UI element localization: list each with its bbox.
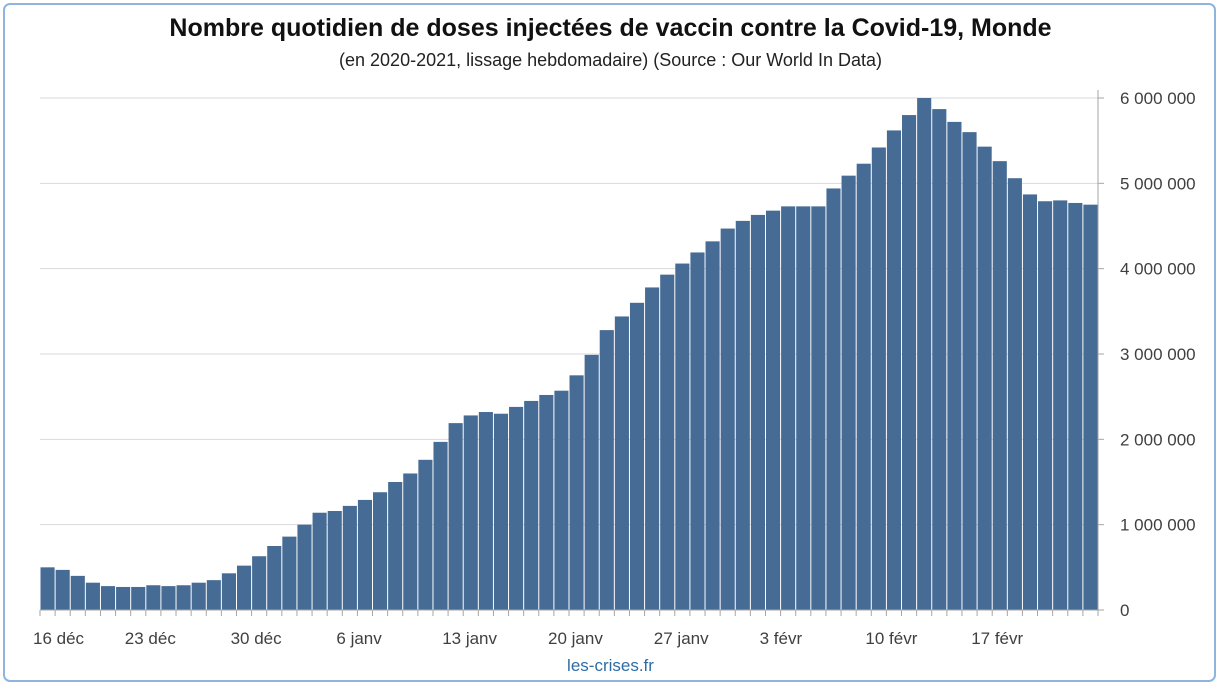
bar	[146, 585, 161, 610]
bar	[584, 354, 599, 610]
bar	[236, 565, 252, 610]
bar	[554, 390, 569, 610]
bar	[403, 473, 418, 610]
bar	[826, 188, 841, 610]
x-tick-label: 30 déc	[231, 629, 283, 648]
x-tick-label: 17 févr	[971, 629, 1023, 648]
x-tick-label: 6 janv	[336, 629, 382, 648]
bar	[509, 406, 524, 610]
y-tick-label: 1 000 000	[1120, 516, 1196, 535]
bar	[614, 316, 629, 610]
bar	[947, 121, 962, 610]
bar	[463, 415, 478, 610]
bar	[1007, 178, 1022, 611]
bar	[705, 241, 720, 611]
bar	[992, 161, 1007, 610]
bar	[932, 109, 947, 611]
bar	[161, 586, 176, 610]
bar	[750, 214, 765, 610]
bar	[977, 146, 992, 610]
bar	[373, 492, 388, 610]
bar	[720, 228, 735, 610]
bar	[388, 482, 403, 610]
bar	[342, 505, 357, 610]
bar	[1083, 204, 1098, 610]
bar	[357, 499, 373, 610]
x-tick-label: 20 janv	[548, 629, 603, 648]
y-tick-label: 6 000 000	[1120, 89, 1196, 108]
bar	[100, 586, 116, 610]
bar	[191, 582, 206, 610]
bar	[917, 98, 932, 610]
x-tick-label: 10 févr	[865, 629, 917, 648]
bar	[871, 147, 886, 610]
bar	[1053, 200, 1068, 610]
bar	[902, 115, 917, 611]
bar	[478, 412, 493, 610]
bar	[569, 375, 584, 610]
bar	[433, 441, 448, 610]
bar	[55, 569, 70, 610]
bar	[645, 287, 660, 610]
bar	[1038, 201, 1053, 610]
y-tick-label: 0	[1120, 601, 1129, 620]
x-tick-label: 13 janv	[442, 629, 497, 648]
bar	[493, 413, 509, 610]
bar	[85, 582, 100, 610]
bar	[267, 546, 282, 610]
bar	[735, 220, 750, 610]
bar	[841, 175, 856, 611]
bar	[221, 573, 236, 610]
bar	[116, 586, 131, 610]
bar	[599, 330, 614, 610]
bar	[176, 585, 191, 610]
bar	[811, 206, 826, 610]
chart-title: Nombre quotidien de doses injectées de v…	[169, 14, 1052, 42]
bar	[962, 132, 977, 610]
bar	[327, 511, 342, 610]
y-tick-label: 4 000 000	[1120, 260, 1196, 279]
bar	[524, 400, 539, 610]
bar	[70, 575, 85, 610]
x-tick-label: 16 déc	[33, 629, 85, 648]
bar	[660, 274, 675, 610]
x-tick-label: 3 févr	[760, 629, 803, 648]
bar	[856, 163, 871, 610]
bar	[539, 394, 554, 610]
y-tick-label: 2 000 000	[1120, 430, 1196, 449]
bar	[781, 206, 796, 610]
bar	[1022, 194, 1038, 610]
y-tick-label: 5 000 000	[1120, 174, 1196, 193]
bar	[886, 130, 902, 610]
x-tick-label: 23 déc	[125, 629, 177, 648]
bar	[629, 302, 645, 610]
bar	[131, 586, 146, 610]
bar	[252, 556, 267, 610]
bar	[448, 423, 463, 610]
bar	[40, 567, 55, 610]
bar	[765, 210, 781, 610]
bar	[796, 206, 811, 610]
chart-subtitle: (en 2020-2021, lissage hebdomadaire) (So…	[339, 50, 882, 70]
bar	[1068, 202, 1083, 610]
bar	[206, 580, 221, 610]
bar	[418, 459, 433, 610]
x-tick-label: 27 janv	[654, 629, 709, 648]
source-label: les-crises.fr	[567, 656, 654, 675]
bar	[312, 512, 327, 610]
bar	[690, 252, 705, 610]
bar	[675, 263, 690, 610]
bar	[282, 536, 297, 610]
y-tick-label: 3 000 000	[1120, 345, 1196, 364]
bar	[297, 524, 312, 610]
